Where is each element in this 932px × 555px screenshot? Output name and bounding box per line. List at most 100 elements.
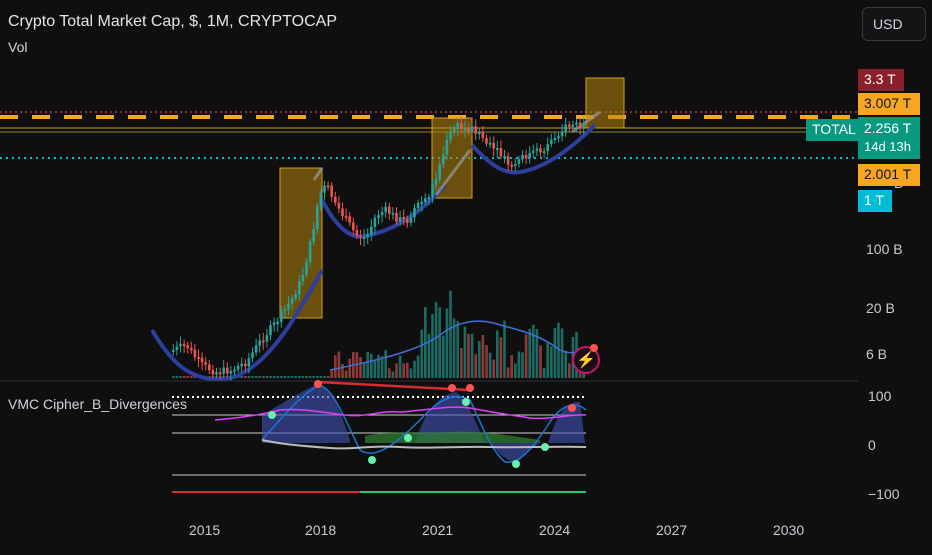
candle-body — [528, 152, 531, 159]
candle-body — [308, 241, 312, 262]
candle-body — [240, 363, 243, 366]
buy-dot — [541, 443, 549, 451]
candle-body — [582, 124, 585, 128]
volume-bar — [269, 376, 272, 378]
osc-axis-tick: 100 — [868, 388, 892, 404]
volume-bar — [247, 376, 251, 378]
cup-curve-1 — [150, 269, 324, 382]
level-badge-upper: 3.3 T — [858, 69, 904, 91]
symbol-badge: TOTAL — [806, 119, 858, 141]
volume-legend[interactable]: Vol — [8, 39, 28, 55]
candle-body — [251, 352, 254, 359]
volume-bar — [348, 358, 351, 378]
volume-bar — [514, 363, 517, 378]
time-axis-tick: 2030 — [773, 522, 805, 538]
wave-area-blue-4 — [548, 401, 585, 443]
candle-body — [348, 216, 351, 223]
volume-bar — [524, 334, 528, 378]
candle-body — [395, 212, 398, 222]
volume-bar — [319, 376, 323, 378]
candle-body — [456, 122, 459, 130]
level-badge-cyan: 1 T — [858, 190, 892, 212]
volume-bar — [496, 330, 499, 378]
candle-body — [546, 144, 549, 152]
volume-bar — [553, 328, 557, 378]
buy-dot — [512, 460, 520, 468]
candle-body — [272, 322, 276, 326]
volume-bar — [568, 363, 571, 378]
time-axis-tick: 2027 — [656, 522, 688, 538]
volume-bar — [463, 326, 467, 378]
volume-bar — [391, 371, 395, 378]
candle-body — [463, 128, 467, 131]
volume-bar — [427, 333, 431, 378]
candle-body — [571, 124, 575, 127]
candle-body — [496, 148, 499, 151]
candle-body — [449, 131, 452, 140]
symbol-title[interactable]: Crypto Total Market Cap, $, 1M, CRYPTOCA… — [8, 13, 338, 30]
volume-bar — [521, 352, 524, 378]
sell-dot — [314, 380, 322, 388]
wave-area-blue-2 — [415, 392, 485, 443]
volume-bar — [445, 308, 449, 378]
volume-bar — [172, 376, 175, 378]
volume-bar — [503, 320, 506, 378]
divergence-line-red — [317, 380, 471, 392]
buy-dot — [368, 456, 376, 464]
volume-bar — [276, 376, 279, 378]
candle-body — [287, 303, 290, 309]
candlesticks — [172, 116, 585, 381]
volume-bar — [384, 350, 387, 378]
buy-dot — [268, 411, 276, 419]
candle-body — [578, 122, 582, 128]
volume-bar — [535, 328, 539, 378]
candle-body — [384, 206, 387, 213]
volume-bar — [474, 354, 477, 378]
candle-body — [211, 370, 215, 375]
volume-bar — [402, 363, 405, 378]
currency-selector-button[interactable]: USD — [862, 7, 926, 41]
volume-bar — [362, 362, 366, 378]
candle-body — [222, 367, 225, 374]
highlight-box-2025 — [585, 77, 625, 129]
osc-axis-tick: −100 — [868, 486, 900, 502]
volume-bar — [409, 368, 413, 378]
volume-bar — [258, 376, 261, 378]
candle-body — [334, 196, 337, 203]
price-axis-tick: 20 B — [866, 300, 895, 316]
volume-bar — [539, 345, 542, 378]
candle-body — [301, 274, 305, 282]
wave-line-3 — [261, 439, 587, 450]
volume-bar — [312, 376, 315, 378]
candle-body — [452, 129, 456, 132]
volume-ma-line — [329, 320, 591, 371]
volume-bar — [287, 376, 290, 378]
candle-body — [258, 340, 261, 346]
volume-bar — [431, 314, 434, 378]
highlight-box-2017 — [279, 167, 323, 319]
bar-countdown: 14d 13h — [864, 139, 911, 154]
volume-bar — [395, 363, 398, 378]
candle-body — [312, 229, 315, 242]
volume-bar — [344, 370, 348, 378]
candle-body — [460, 122, 463, 129]
volume-bar — [388, 368, 391, 378]
price-axis-tick: 6 B — [866, 346, 888, 362]
volume-bar — [179, 376, 182, 378]
candle-body — [398, 216, 402, 222]
lightning-alert-icon[interactable]: ⚡ — [572, 346, 600, 374]
volume-bar — [298, 376, 301, 378]
candle-body — [517, 159, 521, 164]
candle-body — [305, 261, 308, 275]
volume-bar — [481, 334, 485, 378]
volume-bar — [337, 351, 341, 378]
volume-bar — [265, 376, 269, 378]
candle-body — [215, 372, 218, 375]
volume-bar — [413, 360, 416, 378]
volume-bar — [420, 329, 423, 378]
indicator-legend[interactable]: VMC Cipher_B_Divergences — [8, 396, 187, 412]
candle-body — [280, 310, 283, 322]
volume-bar — [272, 376, 276, 378]
